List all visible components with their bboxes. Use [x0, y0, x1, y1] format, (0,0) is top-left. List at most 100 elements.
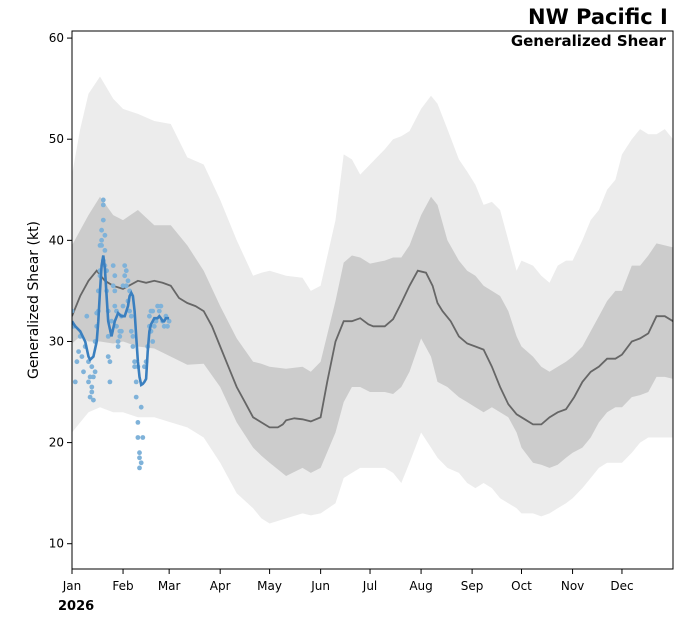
ensemble-point	[128, 313, 134, 319]
ensemble-point	[114, 323, 119, 329]
ensemble-point	[122, 263, 128, 268]
ensemble-point	[137, 465, 142, 471]
ensemble-point	[127, 308, 132, 314]
ensemble-point	[150, 308, 156, 314]
x-tick-label: Jan	[62, 579, 82, 593]
ensemble-point	[115, 339, 121, 344]
ensemble-point	[147, 313, 152, 319]
climatology-median-line	[72, 269, 673, 429]
chart-subtitle: Generalized Shear	[511, 32, 667, 50]
x-tick-label: Apr	[210, 579, 231, 593]
ensemble-point	[117, 334, 123, 339]
ensemble-point	[100, 217, 106, 223]
ensemble-point	[91, 374, 96, 380]
ensemble-point	[91, 397, 96, 403]
ensemble-point	[125, 278, 131, 284]
ensemble-point	[119, 328, 124, 334]
ensemble-point	[99, 237, 104, 243]
ensemble-point	[165, 323, 170, 329]
ensemble-point	[110, 283, 116, 289]
ensemble-point	[105, 354, 111, 359]
ensemble-point	[120, 303, 126, 309]
y-tick-label: 20	[49, 436, 64, 450]
ensemble-point	[155, 303, 161, 309]
x-tick-label: Nov	[561, 579, 584, 593]
ensemble-point	[132, 364, 138, 370]
x-tick-label: Sep	[461, 579, 484, 593]
ensemble-point	[102, 232, 108, 238]
ensemble-point	[133, 394, 139, 400]
ensemble-point	[135, 420, 141, 425]
ensemble-point	[137, 455, 142, 461]
ensemble-point	[158, 303, 164, 309]
ensemble-point	[72, 379, 78, 385]
y-tick-label: 50	[49, 132, 64, 146]
ensemble-point	[87, 374, 93, 380]
ensemble-point	[112, 273, 118, 279]
ensemble-point	[79, 354, 85, 359]
ensemble-point	[81, 369, 86, 375]
ensemble-point	[130, 334, 136, 339]
ensemble-point	[135, 435, 141, 440]
ensemble-point	[115, 344, 121, 349]
ensemble-point	[100, 197, 106, 203]
y-axis-label: Generalized Shear (kt)	[26, 221, 42, 379]
ensemble-point	[110, 263, 116, 268]
ensemble-point	[86, 379, 91, 385]
ensemble-point	[150, 339, 156, 344]
ensemble-point	[92, 369, 98, 375]
ensemble-point	[89, 384, 95, 390]
ensemble-point	[107, 359, 113, 365]
y-tick-label: 30	[49, 334, 64, 348]
x-axis: Jan Feb Mar Apr May Jun Jul Aug Sep Oct Nov Dec	[62, 569, 634, 593]
x-tick-label: May	[257, 579, 282, 593]
ensemble-point	[105, 334, 111, 339]
ensemble-point	[74, 359, 80, 365]
ensemble-point	[138, 404, 144, 410]
ensemble-point	[99, 227, 104, 233]
ensemble-point	[137, 450, 142, 456]
ensemble-point	[107, 379, 113, 385]
x-axis-year-label: 2026	[58, 599, 94, 614]
ensemble-point	[123, 283, 129, 289]
ensemble-point	[151, 323, 157, 329]
ensemble-point	[102, 248, 108, 253]
ensemble-point	[89, 389, 95, 395]
forecast-mean-line	[72, 255, 170, 387]
ensemble-point	[99, 243, 104, 248]
ensemble-point	[72, 308, 75, 314]
x-tick-label: Mar	[158, 579, 181, 593]
x-tick-label: Oct	[511, 579, 532, 593]
ensemble-point	[89, 364, 95, 370]
ensemble-point	[122, 273, 128, 279]
ensemble-point	[100, 202, 106, 208]
ensemble-point	[130, 344, 136, 349]
y-tick-label: 10	[49, 537, 64, 551]
plot-frame	[71, 30, 674, 570]
ensemble-point	[84, 313, 90, 319]
ensemble-point	[120, 283, 126, 289]
ensemble-point	[123, 268, 129, 274]
x-tick-label: Jun	[310, 579, 330, 593]
ensemble-point	[128, 328, 134, 334]
chart-title: NW Pacific I	[528, 5, 668, 29]
x-tick-label: Feb	[112, 579, 133, 593]
x-tick-label: Aug	[409, 579, 432, 593]
ensemble-point	[112, 303, 118, 309]
ensemble-point	[140, 435, 146, 440]
ensemble-point	[138, 460, 144, 466]
climatology-inner-band	[72, 196, 673, 477]
x-tick-label: Dec	[610, 579, 633, 593]
ensemble-point	[166, 318, 172, 324]
y-axis: 10 20 30 40 50 60	[49, 31, 72, 551]
ensemble-point	[112, 288, 118, 294]
ensemble-point	[133, 379, 139, 385]
ensemble-point	[76, 349, 81, 354]
plot-area	[71, 30, 674, 570]
x-tick-label: Jul	[362, 579, 377, 593]
y-tick-label: 40	[49, 233, 64, 247]
ensemble-point	[132, 359, 138, 365]
ensemble-point	[87, 394, 93, 400]
ensemble-point	[109, 318, 114, 324]
